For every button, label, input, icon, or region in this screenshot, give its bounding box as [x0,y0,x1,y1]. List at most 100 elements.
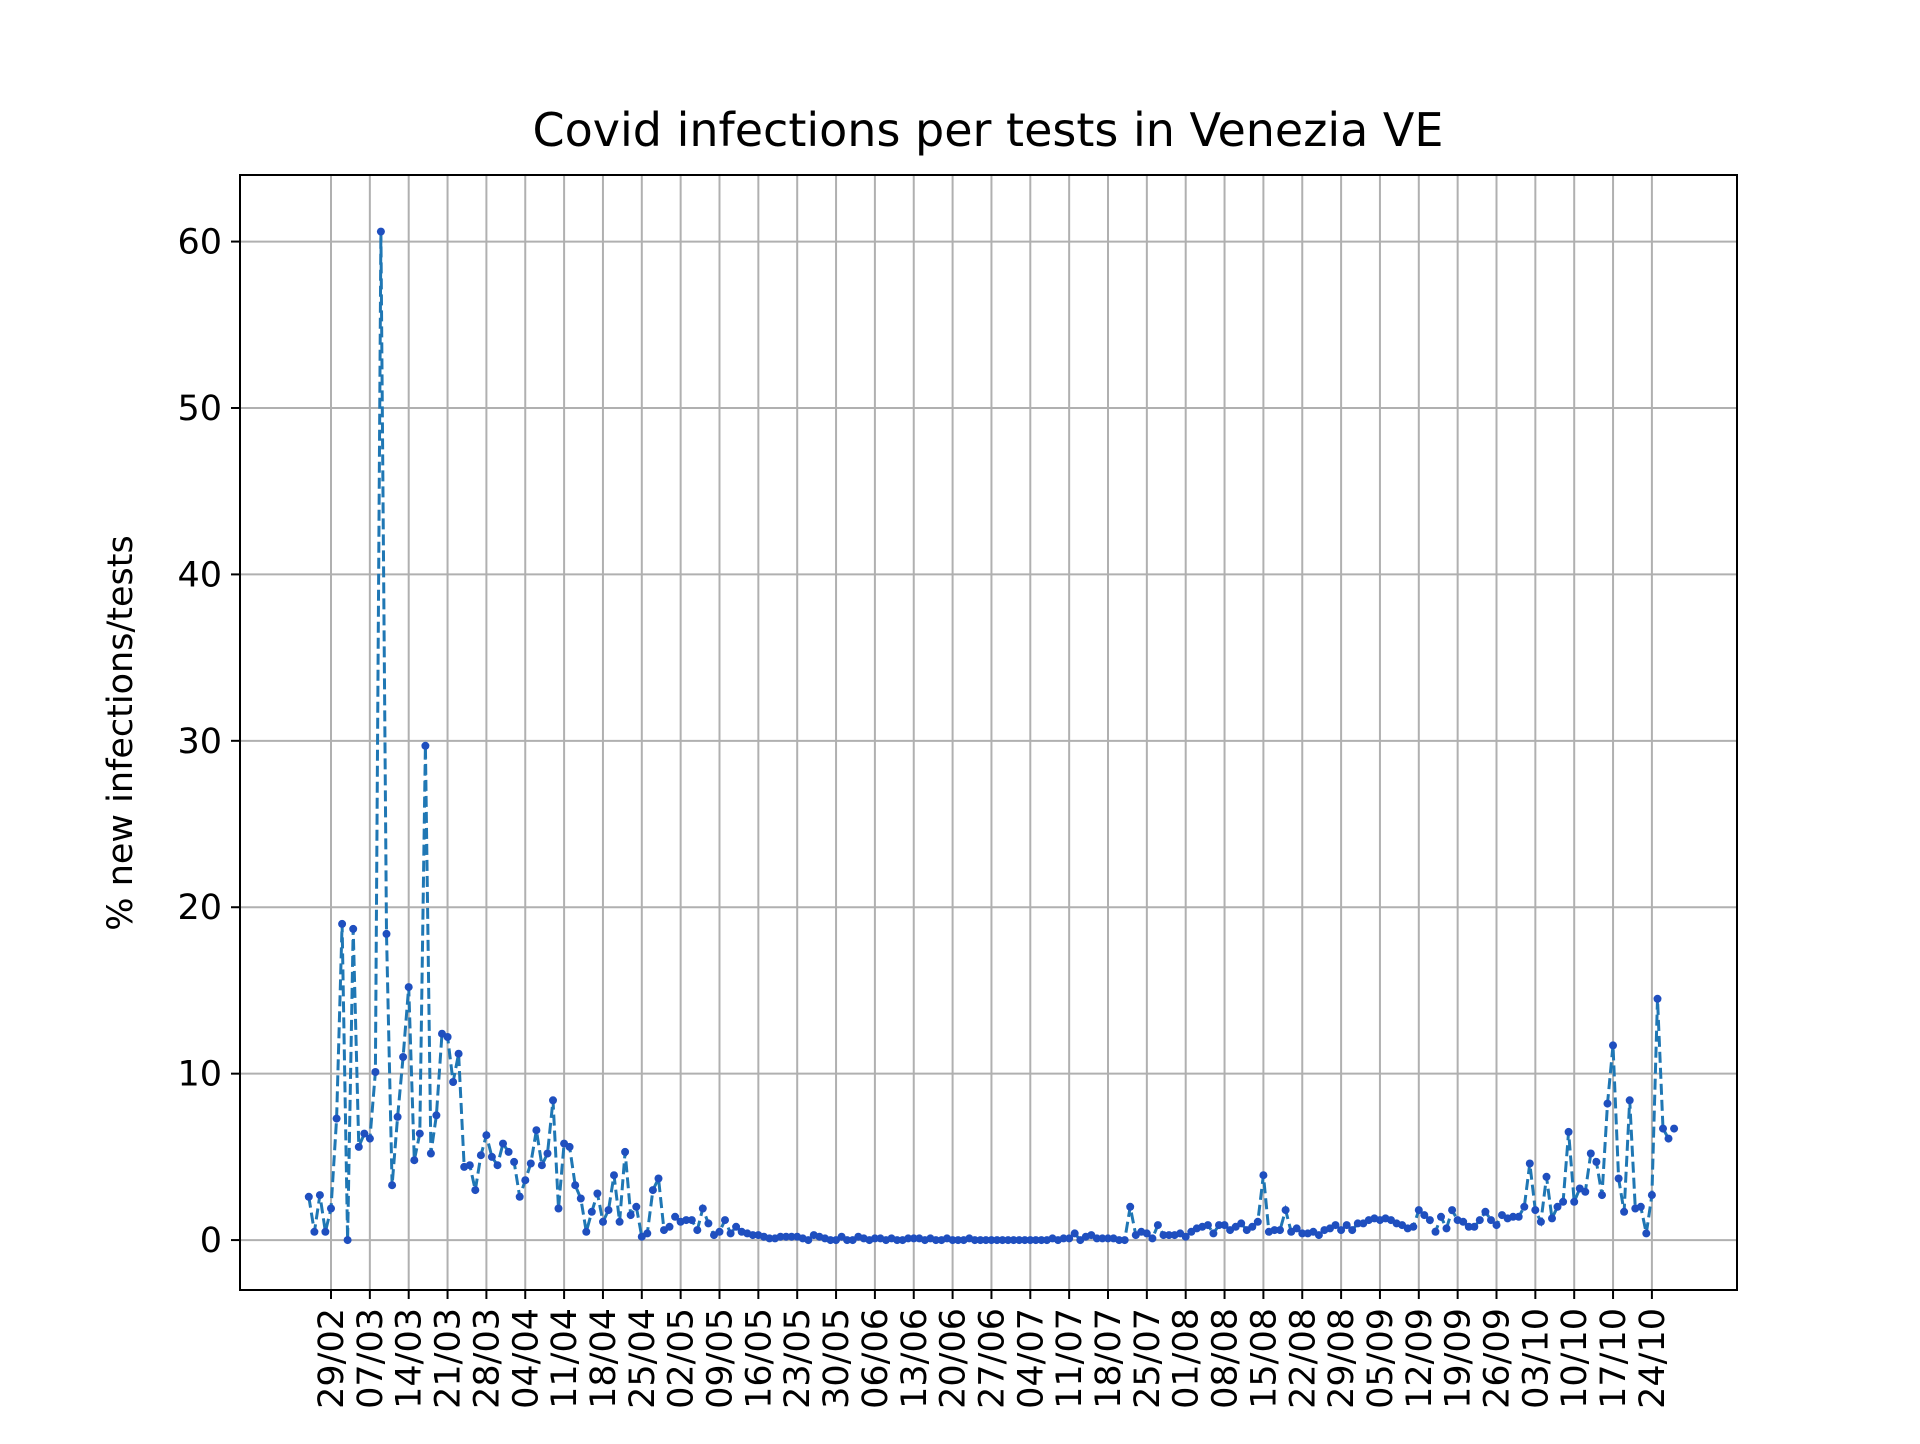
data-point [1004,1236,1013,1245]
data-point [510,1157,519,1166]
data-point [332,1114,341,1123]
data-point [493,1161,502,1170]
x-tick-label: 09/05 [701,1308,741,1409]
data-point [310,1227,319,1236]
x-tick-label: 20/06 [934,1308,974,1409]
data-point [1659,1124,1667,1133]
x-tick-label: 14/03 [390,1308,430,1409]
data-point [1598,1191,1606,1200]
data-point [1531,1206,1540,1215]
data-point [1514,1212,1523,1221]
x-tick-label: 06/06 [856,1308,896,1409]
data-point [726,1229,735,1238]
x-tick-label: 02/05 [662,1308,702,1409]
data-point [698,1204,707,1213]
data-point [321,1227,330,1236]
data-point [643,1229,652,1238]
data-point [1215,1221,1223,1230]
data-point [415,1129,424,1138]
data-point [1653,994,1662,1003]
data-point [426,1149,435,1158]
data-point [1026,1236,1035,1245]
data-point [365,1134,374,1143]
data-point [1525,1159,1534,1168]
data-point [443,1033,452,1041]
x-tick-label: 11/07 [1050,1308,1090,1409]
data-point [981,1236,990,1245]
data-point [1414,1206,1423,1215]
data-point [449,1078,458,1086]
data-point [476,1151,485,1160]
data-point [1348,1226,1357,1235]
data-point [360,1129,369,1138]
data-point [1070,1229,1079,1238]
data-point [382,929,391,938]
data-point [1237,1219,1246,1228]
data-point [1248,1222,1257,1231]
data-point [909,1234,918,1243]
data-point [1459,1217,1468,1226]
x-tick-label: 19/09 [1439,1308,1479,1409]
data-point [571,1181,580,1190]
x-tick-label: 30/05 [817,1308,857,1409]
data-point [1142,1229,1151,1238]
data-point [715,1227,724,1236]
y-tick-label: 60 [177,223,222,263]
data-point [970,1236,979,1245]
data-point [410,1156,419,1165]
data-point [1442,1224,1451,1233]
data-point [471,1186,480,1195]
data-point [787,1232,796,1241]
data-point [388,1181,397,1190]
data-point [1420,1211,1429,1220]
data-point [354,1142,363,1151]
x-tick-label: 04/07 [1011,1308,1051,1409]
data-point [371,1068,380,1076]
data-point [998,1236,1007,1245]
data-point [1425,1216,1434,1225]
x-tick-label: 21/03 [429,1308,469,1409]
data-point [565,1142,574,1151]
y-tick-label: 50 [177,389,222,429]
data-point [432,1111,441,1120]
data-point [993,1236,1001,1245]
x-tick-label: 16/05 [739,1308,779,1409]
data-point [1592,1157,1601,1166]
data-point [1270,1226,1279,1235]
data-point [1642,1229,1651,1238]
data-point [665,1222,674,1231]
data-point [987,1236,996,1245]
y-tick-label: 30 [177,722,222,762]
x-tick-label: 12/09 [1400,1308,1440,1409]
data-point [721,1216,729,1225]
plot-frame [239,174,1738,1291]
data-point [610,1171,618,1180]
data-point [454,1049,463,1058]
data-point [421,741,430,750]
data-point [515,1192,524,1201]
y-tick-label: 0 [200,1221,222,1261]
x-tick-label: 13/06 [895,1308,935,1409]
data-point [1120,1236,1129,1245]
data-point [349,924,358,933]
data-point [543,1149,552,1158]
data-point [1609,1041,1617,1050]
x-tick-label: 24/10 [1633,1308,1673,1409]
data-point [399,1053,408,1061]
data-point [1220,1221,1229,1230]
data-point [782,1232,791,1241]
x-tick-label: 01/08 [1167,1308,1207,1409]
data-point [1276,1226,1284,1235]
x-tick-label: 08/08 [1206,1308,1246,1409]
x-tick-label: 25/04 [623,1308,663,1409]
series-layer [304,227,1679,1245]
x-tick-label: 29/08 [1322,1308,1362,1409]
data-point [654,1174,663,1183]
data-point [893,1236,902,1245]
data-point [621,1147,630,1156]
x-tick-label: 23/05 [778,1308,818,1409]
data-point [465,1161,474,1170]
data-point [1331,1221,1340,1230]
x-axis: 29/0207/0314/0321/0328/0304/0411/0418/04… [312,1290,1673,1409]
x-tick-label: 29/02 [312,1308,352,1409]
